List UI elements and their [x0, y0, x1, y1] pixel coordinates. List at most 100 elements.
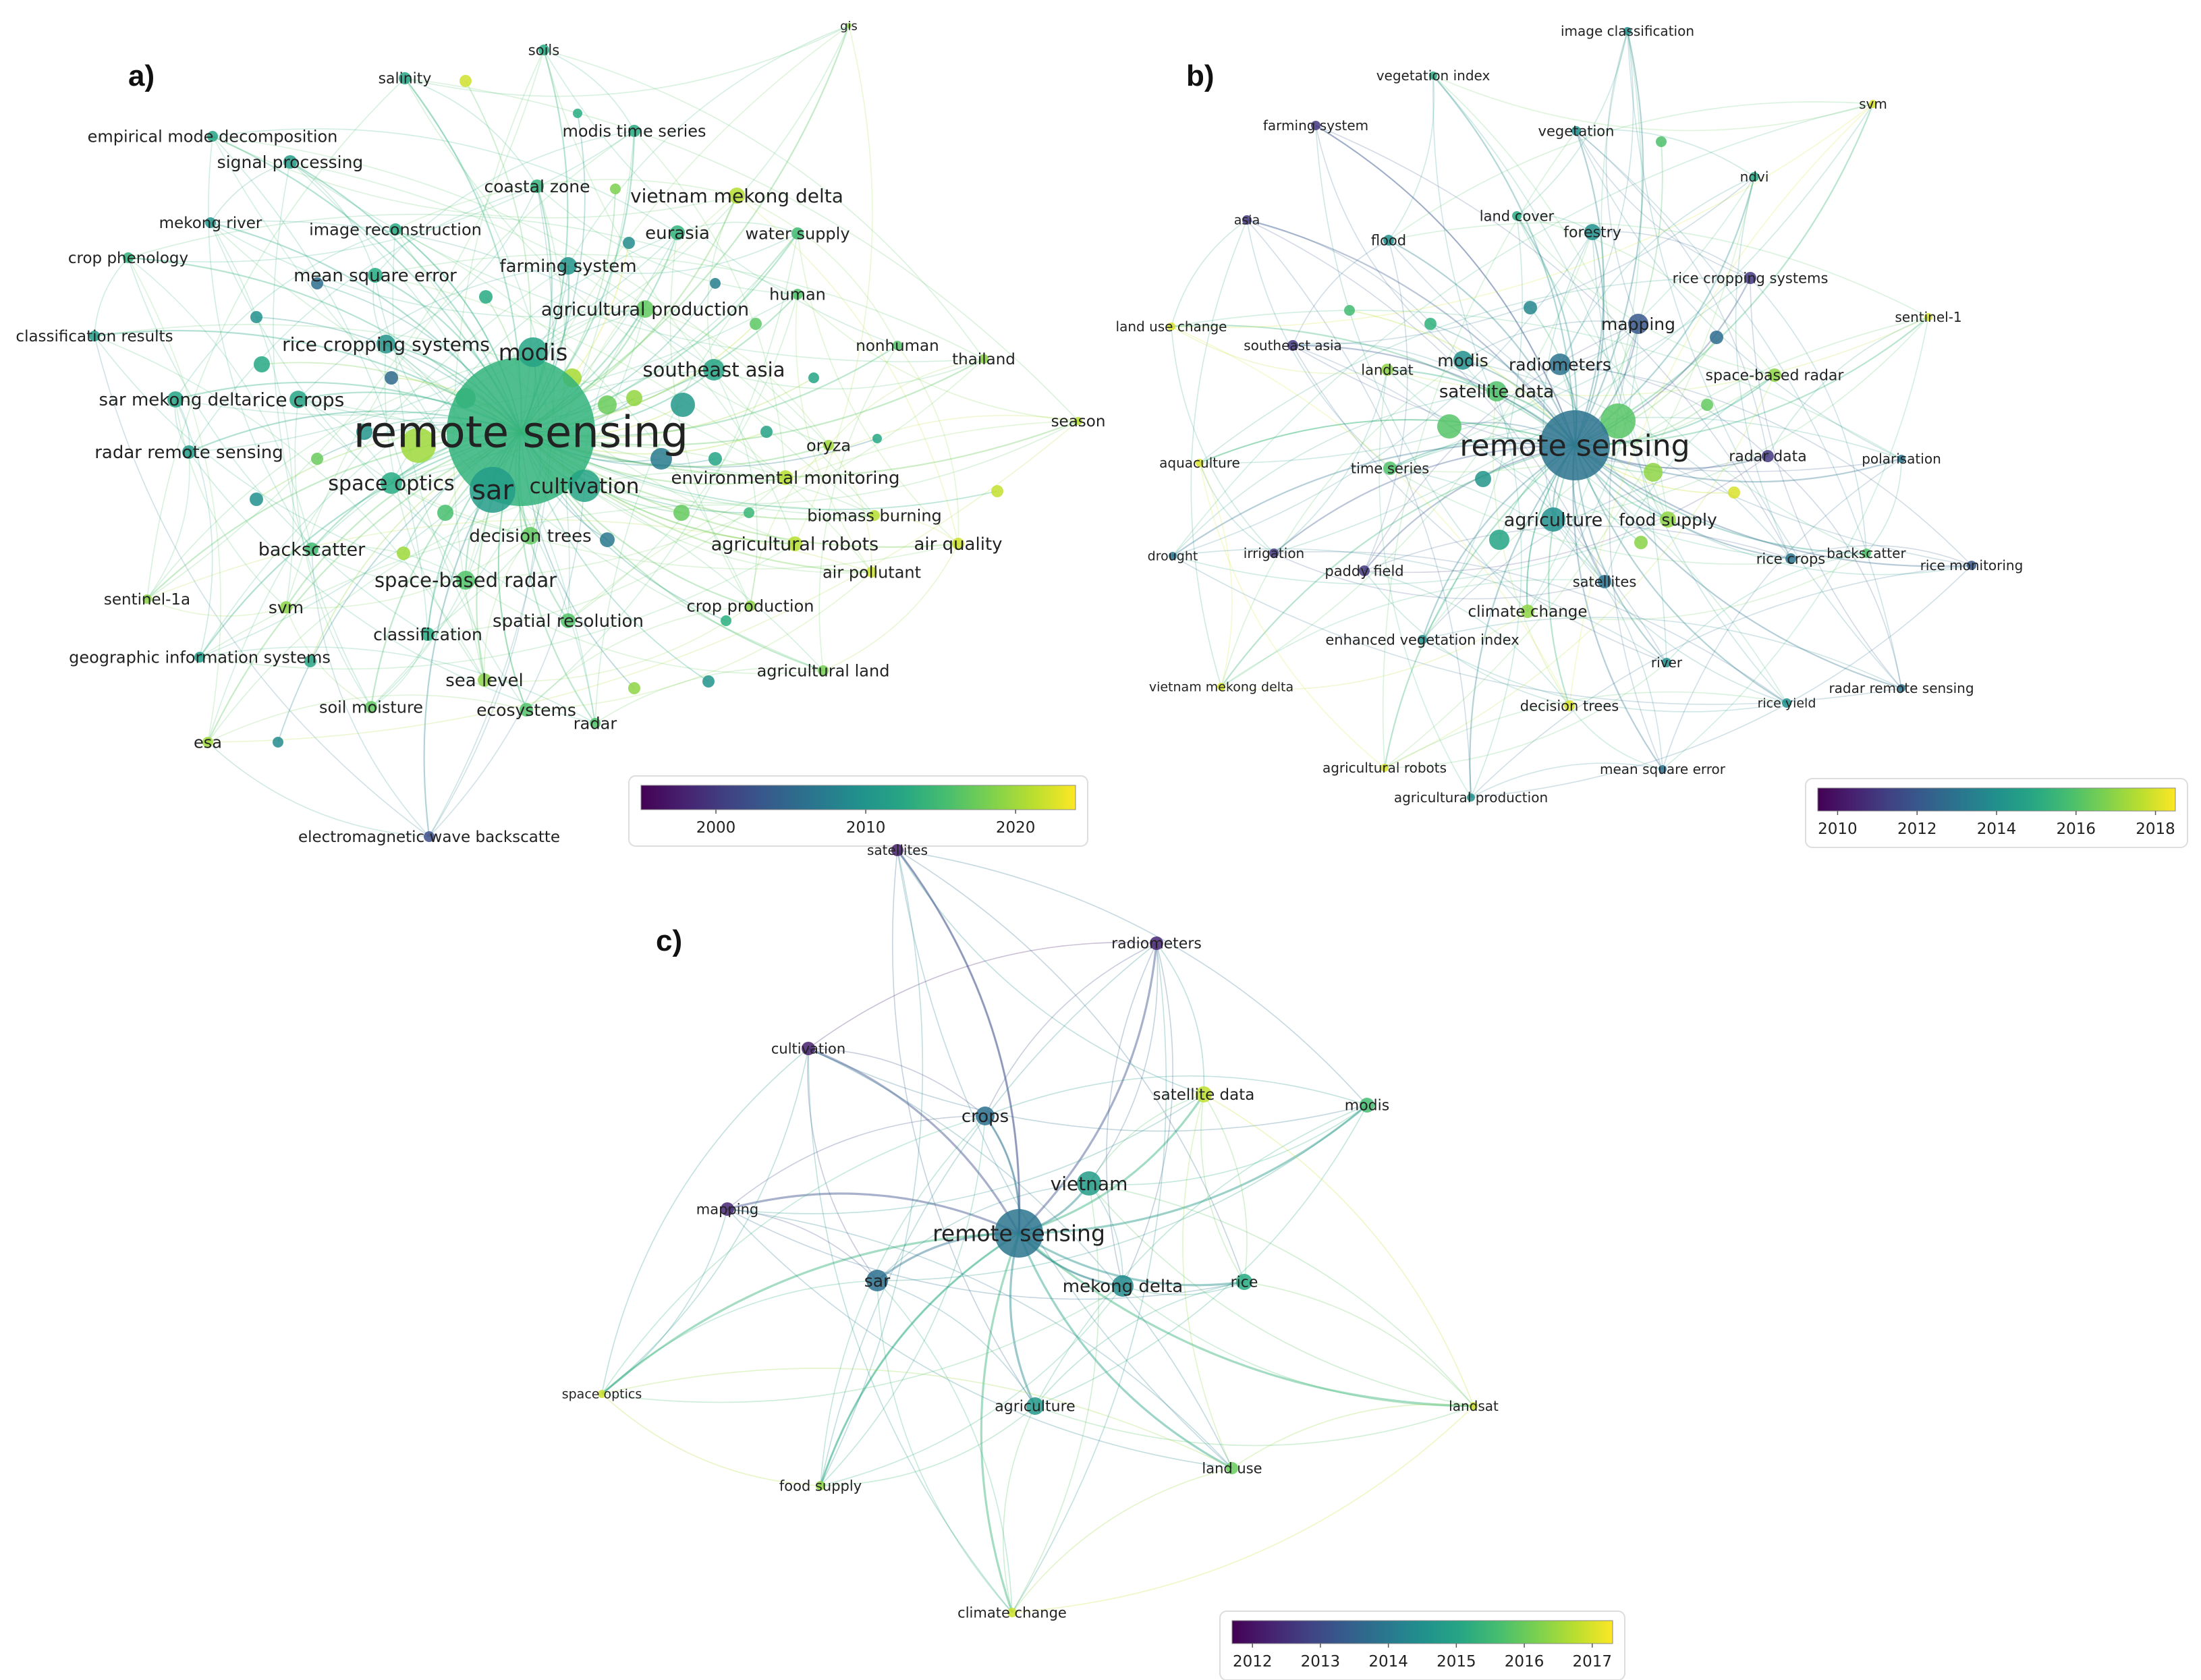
link [1574, 445, 1867, 555]
keyword-node [311, 453, 323, 465]
keyword-label: mean square error [1600, 761, 1726, 777]
keyword-label: biomass burning [807, 506, 942, 525]
keyword-label: human [769, 285, 826, 304]
keyword-node [778, 470, 793, 485]
link [1605, 30, 1639, 325]
keyword-node [573, 109, 582, 118]
keyword-node [381, 472, 402, 494]
keyword-node [823, 440, 834, 451]
keyword-node [1077, 1171, 1101, 1196]
link [897, 849, 1245, 1283]
keyword-label: sar mekong delta [99, 390, 252, 410]
link [1462, 360, 1791, 559]
link [210, 222, 569, 621]
keyword-label: decision trees [469, 526, 591, 547]
keyword-label: soils [528, 42, 559, 58]
link [1389, 176, 1755, 469]
keyword-node [1623, 27, 1632, 35]
link [212, 136, 829, 446]
panel-c-label: c) [656, 924, 683, 957]
keyword-node [1541, 507, 1565, 532]
keyword-node [1242, 215, 1252, 225]
link [1767, 455, 1902, 689]
link [1172, 548, 1667, 663]
keyword-node [636, 300, 654, 318]
link [1231, 1403, 1474, 1469]
keyword-node [976, 1107, 995, 1125]
keyword-node [283, 155, 297, 169]
keyword-node [385, 371, 398, 385]
keyword-node [893, 341, 902, 350]
keyword-node [470, 467, 516, 513]
keyword-node [673, 505, 690, 521]
colorbar-tick-label: 2017 [1573, 1653, 1613, 1671]
link [1315, 125, 1576, 446]
link [1389, 468, 1605, 582]
link [897, 849, 1368, 1106]
keyword-label: asia [1234, 213, 1260, 228]
link [285, 130, 635, 608]
link [374, 275, 872, 573]
link [1767, 316, 1929, 457]
link [1203, 1094, 1248, 1283]
link [1574, 445, 1972, 567]
keyword-label: esa [194, 733, 222, 752]
link [484, 605, 751, 682]
keyword-node [123, 252, 134, 263]
link [1172, 519, 1669, 585]
keyword-node [1467, 793, 1475, 802]
keyword-node [1512, 211, 1522, 221]
link [601, 1280, 878, 1395]
link [634, 130, 786, 478]
keyword-label: remote sensing [354, 408, 688, 457]
keyword-label: vegetation [1538, 123, 1615, 139]
link [1273, 551, 1787, 704]
link [1662, 316, 1929, 770]
link [520, 25, 850, 432]
link [146, 49, 545, 600]
keyword-node [250, 311, 262, 323]
keyword-node [142, 594, 152, 604]
link [1292, 176, 1755, 346]
panel-b-network: image classification vegetation index svm f… [1116, 23, 2188, 848]
link [1364, 455, 1768, 573]
keyword-node [1782, 698, 1791, 708]
link [94, 335, 430, 837]
link [1574, 30, 1644, 446]
panel-b-links [1171, 30, 1972, 798]
keyword-node [1701, 399, 1713, 411]
keyword-node [1540, 410, 1610, 480]
link [1273, 103, 1874, 554]
keyword-label: food supply [779, 1478, 862, 1494]
keyword-label: southeast asia [642, 358, 785, 381]
link [1388, 101, 1874, 241]
link [212, 136, 428, 635]
keyword-node [365, 701, 377, 713]
keyword-node [1074, 417, 1082, 425]
link [795, 293, 872, 573]
link [543, 49, 635, 132]
link [808, 1048, 1013, 1613]
link [175, 399, 213, 658]
keyword-label: season [1051, 413, 1106, 430]
keyword-node [626, 390, 642, 406]
keyword-node [1660, 511, 1676, 528]
keyword-node [194, 652, 205, 663]
link [1171, 310, 1902, 459]
keyword-label: sar [472, 475, 513, 506]
link [128, 213, 798, 295]
link [1315, 125, 1464, 361]
keyword-node [802, 1042, 815, 1055]
keyword-node [520, 703, 533, 717]
keyword-node [1869, 100, 1877, 108]
link [1516, 30, 1628, 217]
keyword-label: electromagnetic wave backscatte [298, 829, 560, 846]
keyword-node [1564, 700, 1575, 711]
panel-a-label: a) [128, 59, 155, 92]
keyword-node [1644, 463, 1663, 482]
link [391, 482, 959, 570]
link [1171, 326, 1275, 554]
link [876, 1280, 1013, 1613]
link [1315, 125, 1528, 612]
link [727, 1192, 1020, 1235]
